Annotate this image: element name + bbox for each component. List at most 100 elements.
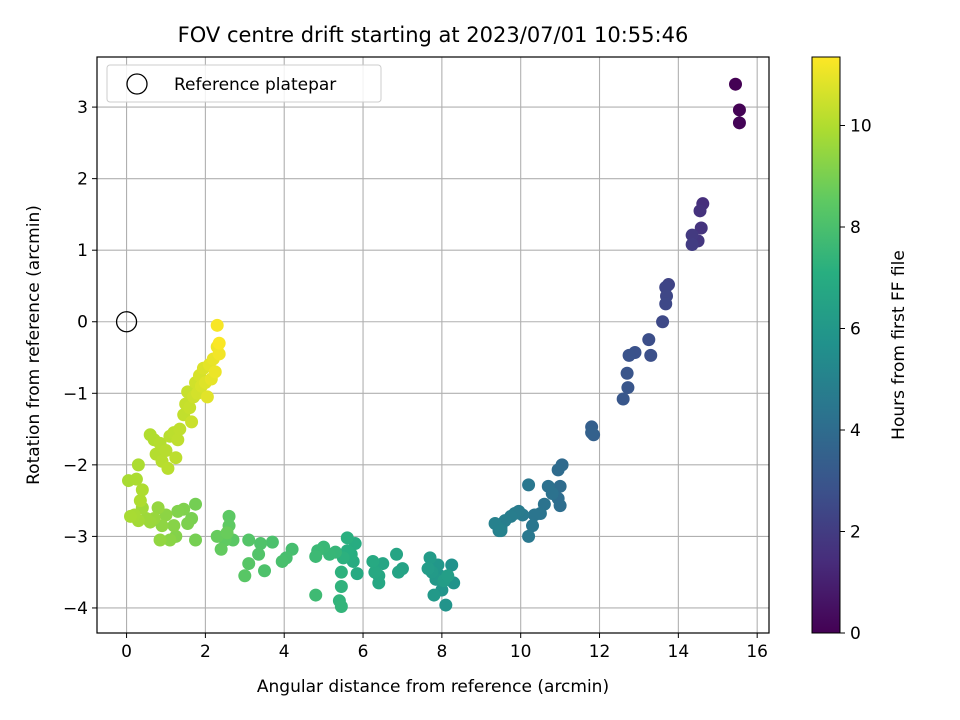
data-point (210, 318, 224, 332)
data-point (212, 336, 226, 350)
data-point (376, 557, 390, 571)
data-point (214, 542, 228, 556)
y-axis-ticks: −4 −3 −2 −1 0 1 2 3 (63, 98, 97, 619)
data-point (220, 526, 234, 540)
data-point (494, 524, 508, 538)
data-point (621, 381, 635, 395)
x-axis-ticks: 0 2 4 6 8 10 12 14 16 (121, 633, 768, 662)
x-tick-label: 2 (200, 642, 211, 662)
colorbar-tick-label: 8 (850, 218, 861, 238)
data-point (656, 315, 670, 329)
data-point (242, 557, 256, 571)
reference-platepar-marker (115, 311, 138, 333)
data-point (390, 547, 404, 561)
data-point (694, 221, 708, 235)
data-point (439, 598, 453, 612)
data-point (133, 494, 147, 508)
data-point (159, 444, 173, 458)
data-point (732, 103, 746, 117)
x-tick-label: 16 (746, 642, 768, 662)
data-point (238, 569, 252, 583)
data-point (173, 422, 187, 436)
legend: Reference platepar (106, 64, 382, 103)
colorbar-ticks: 0 2 4 6 8 10 (840, 117, 872, 644)
data-point (421, 562, 435, 576)
data-point (622, 348, 636, 362)
x-tick-label: 0 (121, 642, 132, 662)
data-point (366, 554, 380, 568)
data-point (153, 533, 167, 547)
data-point (642, 333, 656, 347)
data-point (258, 564, 272, 578)
data-point (368, 565, 382, 579)
data-point (372, 576, 386, 590)
data-point (254, 537, 268, 551)
data-point (620, 366, 634, 380)
data-point (334, 600, 348, 614)
data-point (181, 517, 195, 531)
data-point (334, 565, 348, 579)
data-point (167, 519, 181, 533)
data-point (392, 565, 406, 579)
data-point (185, 415, 199, 429)
data-point (163, 533, 177, 547)
y-tick-label: −3 (63, 527, 88, 547)
data-point (340, 531, 354, 545)
colorbar-label: Hours from first FF file (889, 250, 909, 440)
chart-title: FOV centre drift starting at 2023/07/01 … (178, 23, 689, 47)
data-point (659, 297, 673, 311)
data-point (423, 551, 437, 565)
colorbar-tick-label: 10 (850, 117, 872, 137)
y-tick-label: −4 (63, 599, 88, 619)
data-point (729, 77, 742, 91)
data-point (526, 519, 540, 533)
data-point (252, 547, 266, 561)
colorbar-tick-label: 6 (850, 320, 861, 340)
data-point (685, 237, 699, 251)
x-tick-label: 14 (668, 642, 690, 662)
data-point (427, 588, 441, 602)
y-tick-label: 1 (77, 241, 88, 261)
data-point (135, 483, 149, 497)
data-point (208, 365, 222, 379)
y-axis-label: Rotation from reference (arcmin) (24, 205, 44, 485)
data-point (309, 588, 323, 602)
data-point (222, 509, 236, 523)
data-point (616, 392, 630, 406)
data-point (212, 347, 226, 361)
data-point (169, 451, 183, 465)
data-point (242, 533, 256, 547)
data-point (350, 567, 364, 581)
legend-box (106, 64, 382, 103)
grid (97, 57, 769, 633)
colorbar-tick-label: 2 (850, 523, 861, 543)
data-point (522, 529, 536, 543)
data-point (644, 348, 658, 362)
data-point (183, 401, 197, 415)
data-point (551, 463, 565, 477)
y-tick-label: 0 (77, 313, 88, 333)
data-point (585, 426, 599, 440)
data-point (545, 486, 559, 500)
data-point (200, 390, 214, 404)
data-point (124, 509, 137, 523)
data-point (171, 433, 185, 447)
data-point (151, 501, 165, 515)
data-point (732, 116, 746, 130)
y-tick-label: 3 (77, 98, 88, 118)
data-point (131, 458, 145, 472)
data-point (171, 504, 185, 518)
data-point (527, 508, 541, 522)
colorbar-tick-label: 4 (850, 421, 861, 441)
colorbar-gradient (811, 56, 841, 634)
data-point (275, 554, 289, 568)
data-points (115, 77, 746, 614)
x-axis-label: Angular distance from reference (arcmin) (257, 677, 609, 697)
data-point (441, 569, 455, 583)
x-tick-label: 4 (279, 642, 290, 662)
legend-marker-icon (126, 73, 148, 95)
y-tick-label: −1 (63, 384, 88, 404)
y-tick-label: −2 (63, 456, 88, 476)
data-point (210, 529, 224, 543)
x-tick-label: 8 (436, 642, 447, 662)
